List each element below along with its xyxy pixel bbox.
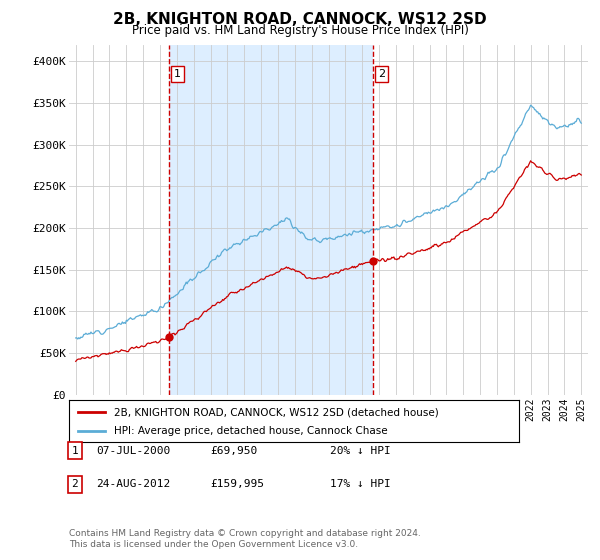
Text: 20% ↓ HPI: 20% ↓ HPI bbox=[330, 446, 391, 456]
Text: 1: 1 bbox=[71, 446, 79, 456]
Text: £159,995: £159,995 bbox=[210, 479, 264, 489]
Text: 1: 1 bbox=[174, 69, 181, 79]
Text: 07-JUL-2000: 07-JUL-2000 bbox=[96, 446, 170, 456]
Text: 17% ↓ HPI: 17% ↓ HPI bbox=[330, 479, 391, 489]
Text: 2: 2 bbox=[378, 69, 385, 79]
Text: Contains HM Land Registry data © Crown copyright and database right 2024.
This d: Contains HM Land Registry data © Crown c… bbox=[69, 529, 421, 549]
Text: 2: 2 bbox=[71, 479, 79, 489]
Text: £69,950: £69,950 bbox=[210, 446, 257, 456]
Text: 2B, KNIGHTON ROAD, CANNOCK, WS12 2SD (detached house): 2B, KNIGHTON ROAD, CANNOCK, WS12 2SD (de… bbox=[114, 407, 439, 417]
Bar bbox=[169, 45, 373, 395]
Text: Price paid vs. HM Land Registry's House Price Index (HPI): Price paid vs. HM Land Registry's House … bbox=[131, 24, 469, 36]
Text: 2B, KNIGHTON ROAD, CANNOCK, WS12 2SD: 2B, KNIGHTON ROAD, CANNOCK, WS12 2SD bbox=[113, 12, 487, 27]
Text: 24-AUG-2012: 24-AUG-2012 bbox=[96, 479, 170, 489]
Text: HPI: Average price, detached house, Cannock Chase: HPI: Average price, detached house, Cann… bbox=[114, 426, 388, 436]
